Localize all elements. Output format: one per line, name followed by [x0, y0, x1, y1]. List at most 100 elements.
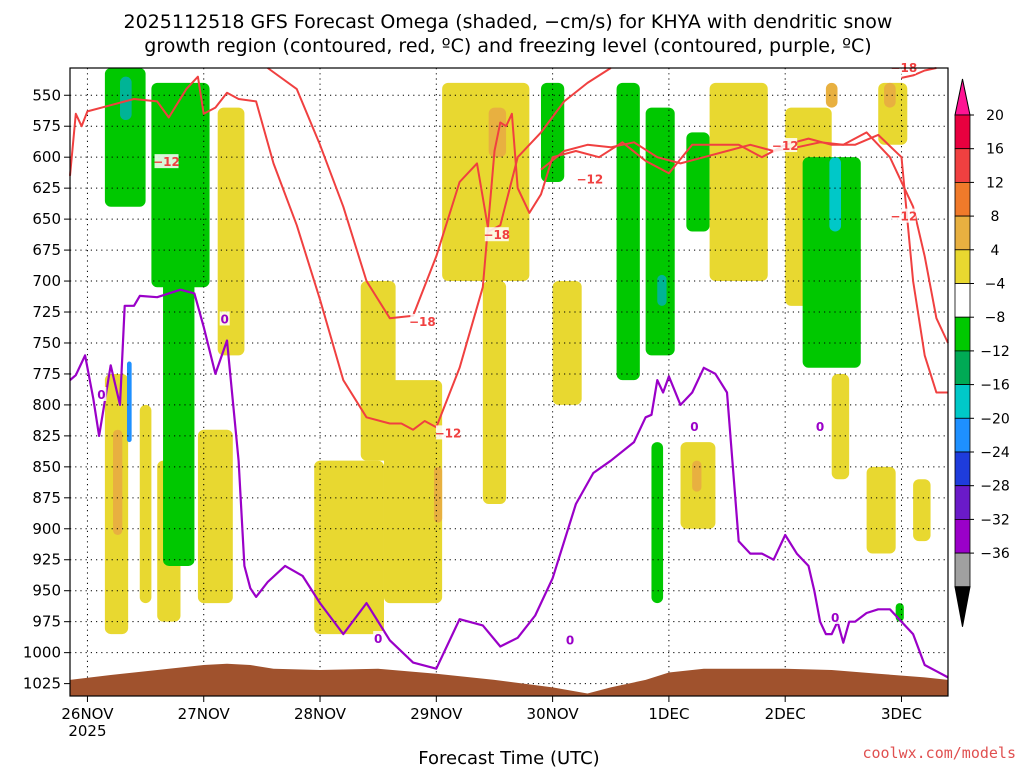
omega-region-30 [829, 157, 842, 232]
colorbar-label-2: 12 [986, 175, 1004, 191]
y-tick-label-8: 750 [32, 334, 61, 352]
y-tick-label-11: 825 [32, 427, 61, 445]
contour-label-0: −12 [153, 155, 180, 169]
colorbar-segment-1 [954, 148, 971, 183]
colorbar-segment-8 [954, 384, 971, 419]
x-tick-label-3: 29NOV [410, 705, 463, 723]
y-tick-label-15: 925 [32, 551, 61, 569]
contour-label-1: −18 [409, 315, 436, 329]
y-tick-label-1: 575 [32, 117, 61, 135]
omega-region-8 [163, 281, 195, 566]
credit-link[interactable]: coolwx.com/models [862, 744, 1016, 762]
x-tick-label-4: 30NOV [527, 705, 580, 723]
chart-title-line-2: growth region (contoured, red, ºC) and f… [144, 35, 871, 57]
omega-region-35 [884, 82, 896, 108]
omega-region-22 [657, 274, 667, 306]
colorbar-label-12: −32 [980, 512, 1010, 528]
ground-surface [70, 663, 948, 696]
colorbar-over-triangle [954, 78, 971, 116]
y-tick-label-12: 850 [32, 458, 61, 476]
y-tick-label-2: 600 [32, 148, 61, 166]
contour-label-bg-5 [773, 138, 798, 153]
y-tick-label-13: 875 [32, 489, 61, 507]
omega-region-2 [139, 404, 152, 604]
contour-label-bg-4 [577, 171, 602, 186]
omega-region-6 [120, 76, 132, 121]
contour-label-8: 0 [97, 388, 105, 402]
contour-label-3: −18 [483, 228, 510, 242]
omega-region-14 [433, 466, 443, 523]
colorbar-segment-9 [954, 417, 971, 453]
contour-label-bg-11 [565, 632, 576, 647]
y-tick-label-18: 1000 [23, 644, 61, 662]
y-tick-label-3: 625 [32, 179, 61, 197]
colorbar-label-1: 16 [986, 142, 1004, 158]
omega-region-10 [126, 361, 132, 443]
contour-label-11: 0 [566, 633, 574, 647]
contour-label-9: 0 [220, 312, 228, 326]
contour-label-bg-8 [96, 387, 107, 402]
omega-region-31 [825, 82, 838, 108]
colorbar-segment-10 [954, 451, 971, 487]
colorbar-segment-7 [954, 350, 971, 385]
contour-label-bg-0 [154, 154, 179, 169]
contour-label-6: −12 [890, 210, 917, 224]
omega-region-24 [709, 82, 768, 282]
omega-region-17 [482, 281, 507, 505]
gridlines [70, 68, 948, 696]
colorbar-label-11: −28 [980, 479, 1010, 495]
x-axis-title: Forecast Time (UTC) [418, 748, 599, 768]
contour-label-12: 0 [690, 420, 698, 434]
omega-region-13 [360, 281, 396, 461]
y-tick-label-16: 950 [32, 582, 61, 600]
contour-label-4: −12 [576, 172, 603, 186]
colorbar-label-6: −8 [985, 310, 1006, 326]
omega-region-27 [692, 460, 702, 492]
x-tick-label-0: 26NOV [61, 705, 114, 723]
omega-region-18 [552, 281, 582, 405]
omega-region-20 [616, 82, 640, 381]
y-axis: 550 575 600 625 650 675 700 725 750 775 800 825 850 8… [23, 86, 70, 693]
y-tick-label-19: 1025 [23, 675, 61, 693]
colorbar-segment-12 [954, 519, 971, 554]
plot-frame [69, 67, 949, 697]
omega-region-1 [113, 429, 123, 535]
omega-region-32 [831, 373, 850, 480]
dgz-minus18-contour-1 [901, 67, 937, 79]
freezing-level-contour [69, 288, 949, 679]
y-tick-label-5: 675 [32, 241, 61, 259]
colorbar-segment-3 [954, 215, 971, 251]
colorbar-label-9: −20 [980, 411, 1010, 427]
y-tick-label-4: 650 [32, 210, 61, 228]
y-tick-label-7: 725 [32, 303, 61, 321]
ground-layer [70, 663, 948, 696]
colorbar-under-triangle [954, 586, 971, 627]
colorbar-segment-13 [954, 552, 971, 588]
x-tick-label-1: 27NOV [178, 705, 231, 723]
contour-label-bg-10 [373, 631, 384, 646]
contour-label-bg-2 [435, 425, 460, 440]
contour-label-2: −12 [435, 426, 462, 440]
colorbar-segment-6 [954, 316, 971, 352]
contour-label-14: 0 [831, 611, 839, 625]
x-tick-label-7: 3DEC [881, 705, 922, 723]
colorbar: 20 16 12 8 4 −4 −8 −12 −16 −20 −24 −28 −32 −36 [954, 78, 1010, 627]
y-tick-label-9: 775 [32, 365, 61, 383]
contour-label-10: 0 [374, 632, 382, 646]
colorbar-segment-11 [954, 485, 971, 520]
contour-label-bg-3 [484, 227, 509, 242]
colorbar-label-8: −16 [980, 378, 1010, 394]
colorbar-segment-0 [954, 114, 971, 150]
colorbar-label-4: 4 [991, 243, 1000, 259]
colorbar-label-0: 20 [986, 108, 1004, 124]
y-tick-label-10: 800 [32, 396, 61, 414]
colorbar-label-7: −12 [980, 344, 1010, 360]
omega-region-7 [151, 82, 210, 288]
x-tick-label-5: 1DEC [648, 705, 689, 723]
dgz-minus18-contour-0 [267, 67, 612, 320]
contour-label-5: −12 [772, 139, 799, 153]
omega-region-25 [651, 442, 664, 604]
